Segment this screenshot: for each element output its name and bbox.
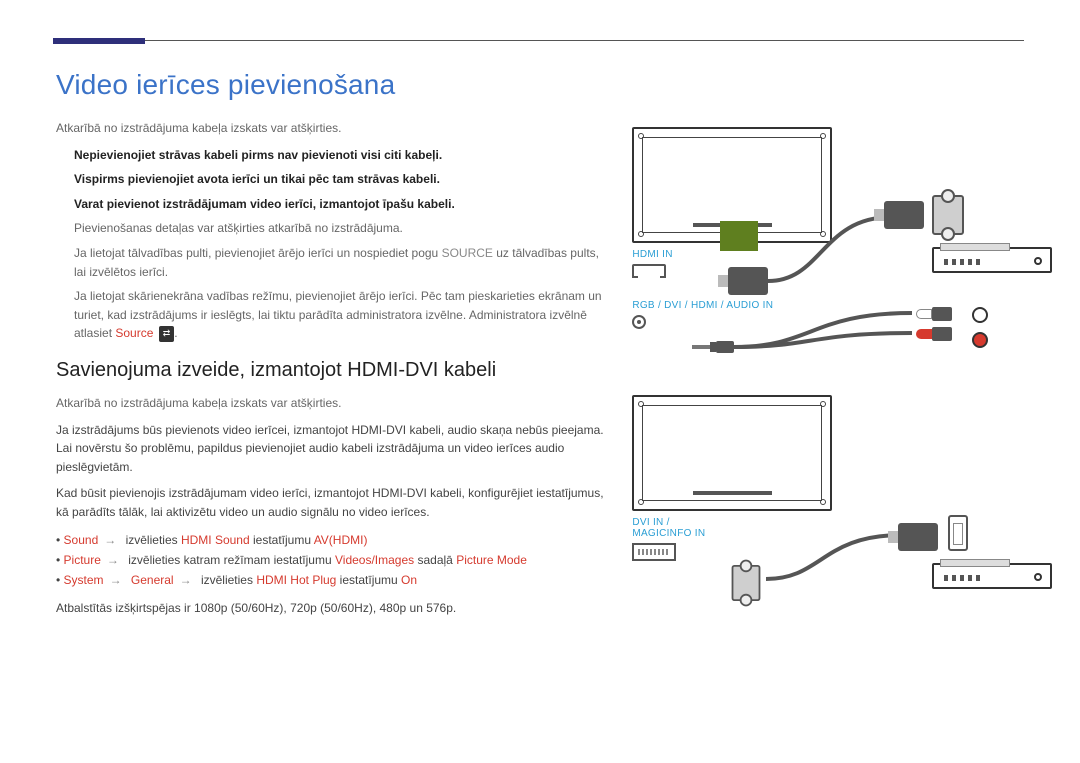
audio-port-icon: [632, 315, 646, 329]
source-icon: ⇄: [159, 326, 175, 342]
section-subtitle: Savienojuma izveide, izmantojot HDMI-DVI…: [56, 359, 604, 382]
hdmi-highlight-icon: [720, 221, 758, 251]
rca-red-icon: [916, 325, 956, 343]
note-2: Ja lietojat tālvadības pulti, pievienoji…: [74, 244, 604, 281]
source-device-icon: [932, 247, 1052, 273]
tv-icon-2: [632, 395, 832, 511]
warning-1: Nepievienojiet strāvas kabeli pirms nav …: [74, 146, 604, 165]
hdmi-port-icon: [632, 264, 666, 278]
nav-picture: • Picture→ izvēlieties katram režīmam ie…: [56, 550, 604, 570]
diagram-hdmi-dvi: HDMI IN RGB / DVI / HDMI / AUDIO IN: [632, 127, 1024, 387]
dvi-plug-left-icon: [732, 565, 761, 601]
page-title: Video ierīces pievienošana: [56, 69, 1024, 101]
intro-text: Atkarībā no izstrādājuma kabeļa izskats …: [56, 119, 604, 138]
hdmi-socket-icon: [948, 515, 968, 551]
source-device-2-icon: [932, 563, 1052, 589]
sub-intro: Atkarībā no izstrādājuma kabeļa izskats …: [56, 394, 604, 413]
nav-sound: • Sound→ izvēlieties HDMI Sound iestatīj…: [56, 530, 604, 550]
audio-cable-path-icon: [732, 303, 922, 363]
warning-3: Varat pievienot izstrādājumam video ierī…: [74, 195, 604, 214]
nav-system: • System→ General→ izvēlieties HDMI Hot …: [56, 570, 604, 590]
audio-jack-icon: [692, 341, 734, 353]
cable-path-2-icon: [762, 515, 912, 595]
warning-2: Vispirms pievienojiet avota ierīci un ti…: [74, 170, 604, 189]
hdmi-plug-right-icon: [898, 523, 938, 551]
header-rule: [56, 40, 1024, 41]
note-1: Pievienošanas detaļas var atšķirties atk…: [74, 219, 604, 238]
paragraph-config-note: Kad būsit pievienojis izstrādājumam vide…: [56, 484, 604, 521]
diagram-dvi-magicinfo: DVI IN / MAGICINFO IN: [632, 395, 1024, 615]
dvi-plug-icon: [884, 201, 924, 229]
resolutions-note: Atbalstītās izšķirtspējas ir 1080p (50/6…: [56, 599, 604, 618]
paragraph-audio-note: Ja izstrādājums būs pievienots video ier…: [56, 421, 604, 477]
note-3: Ja lietojat skārienekrāna vadības režīmu…: [74, 287, 604, 343]
section-tab: [53, 38, 145, 44]
rca-sockets-icon: [972, 307, 992, 353]
dvi-port-icon: [632, 543, 676, 561]
dvi-connector-icon: [932, 195, 964, 235]
rca-white-icon: [916, 305, 956, 323]
